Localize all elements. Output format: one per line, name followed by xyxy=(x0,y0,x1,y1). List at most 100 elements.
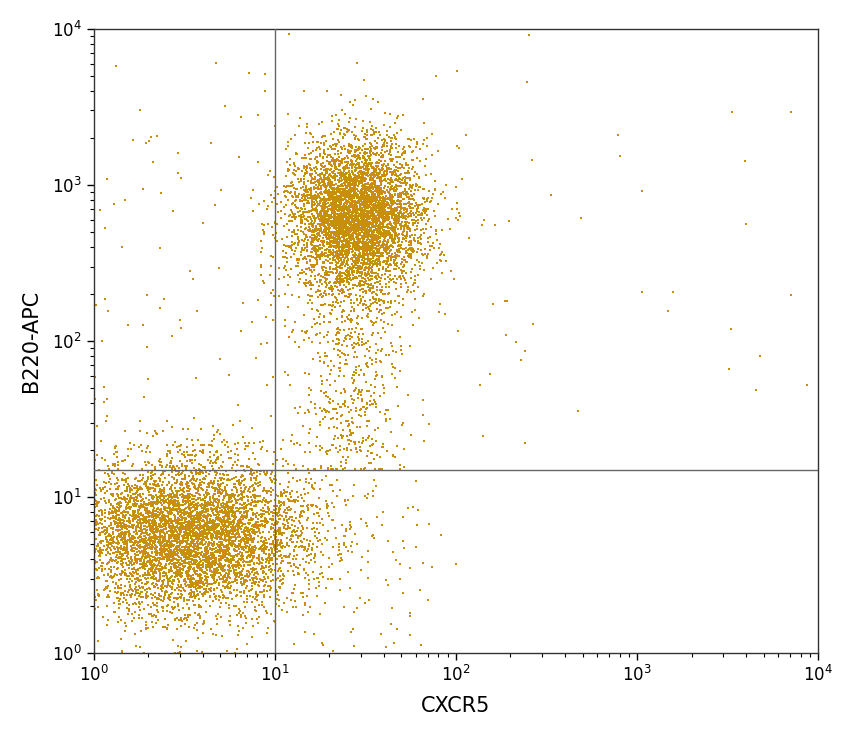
Point xyxy=(160,556,174,567)
Point xyxy=(367,249,380,261)
Point xyxy=(193,467,206,479)
Point xyxy=(312,355,326,367)
Point xyxy=(360,257,374,269)
Point xyxy=(150,545,164,557)
Point xyxy=(157,509,171,521)
Point xyxy=(184,531,198,542)
Point xyxy=(243,486,257,497)
Point xyxy=(275,552,288,564)
Point xyxy=(396,192,409,204)
Point xyxy=(222,491,235,503)
Point xyxy=(386,546,399,558)
Point xyxy=(343,269,357,281)
Point xyxy=(218,551,231,563)
Point xyxy=(295,587,309,599)
Point xyxy=(331,203,345,215)
Point xyxy=(391,240,404,252)
Point xyxy=(122,530,136,542)
Point xyxy=(366,280,380,292)
Point xyxy=(177,492,191,504)
Point xyxy=(191,514,205,525)
Point xyxy=(251,496,264,508)
Point xyxy=(341,259,355,271)
Point xyxy=(256,435,270,447)
Point xyxy=(146,510,160,522)
Point xyxy=(177,521,190,533)
Point xyxy=(114,531,128,542)
Point xyxy=(332,196,345,208)
Point xyxy=(381,212,395,223)
Point xyxy=(161,489,175,501)
Point xyxy=(190,509,204,520)
Point xyxy=(206,504,219,516)
Point xyxy=(236,553,250,565)
Point xyxy=(346,213,360,225)
Point xyxy=(307,508,321,520)
Point xyxy=(338,184,351,196)
Point xyxy=(111,581,125,593)
Point xyxy=(415,248,429,260)
Point xyxy=(403,629,416,640)
Point xyxy=(226,502,240,514)
Point xyxy=(229,556,242,568)
Point xyxy=(197,534,211,545)
Point xyxy=(340,416,354,427)
Point xyxy=(109,446,123,458)
Point xyxy=(340,264,354,276)
Point xyxy=(353,444,367,455)
Point xyxy=(341,545,355,556)
Point xyxy=(232,625,246,637)
Point xyxy=(368,175,381,187)
Point xyxy=(197,521,211,533)
Point xyxy=(193,600,206,612)
Point xyxy=(380,242,393,254)
Point xyxy=(214,528,228,539)
Point xyxy=(225,554,239,566)
Point xyxy=(321,251,334,263)
Point xyxy=(351,225,364,237)
Point xyxy=(337,399,351,411)
Point xyxy=(93,204,107,216)
Point xyxy=(328,273,342,285)
Point xyxy=(177,555,190,567)
Point xyxy=(190,549,204,561)
Point xyxy=(265,284,279,296)
Point xyxy=(107,607,120,618)
Point xyxy=(304,279,317,290)
Point xyxy=(356,237,369,249)
Point xyxy=(149,512,163,524)
Point xyxy=(293,530,307,542)
Point xyxy=(170,441,183,453)
Point xyxy=(154,538,167,550)
Point xyxy=(390,112,403,124)
Point xyxy=(212,518,225,530)
Point xyxy=(384,173,397,185)
Point xyxy=(190,537,204,548)
Point xyxy=(276,497,290,509)
Point xyxy=(337,231,351,243)
Point xyxy=(345,200,358,212)
Point xyxy=(222,495,235,507)
Point xyxy=(341,266,355,278)
Point xyxy=(197,526,211,538)
Point xyxy=(304,384,317,396)
Point xyxy=(171,592,184,604)
Point xyxy=(206,523,220,535)
Point xyxy=(194,537,208,549)
Point xyxy=(342,217,356,229)
Point xyxy=(176,483,189,495)
Point xyxy=(122,520,136,532)
Point xyxy=(313,327,327,339)
Point xyxy=(376,200,390,212)
Point xyxy=(202,536,216,548)
Point xyxy=(87,439,101,451)
Point xyxy=(144,565,158,576)
Point xyxy=(337,122,351,134)
Point xyxy=(201,551,215,563)
Point xyxy=(306,218,320,230)
Point xyxy=(369,259,383,270)
Point xyxy=(305,204,319,216)
Point xyxy=(231,559,245,571)
Point xyxy=(97,475,111,487)
Point xyxy=(339,525,352,537)
